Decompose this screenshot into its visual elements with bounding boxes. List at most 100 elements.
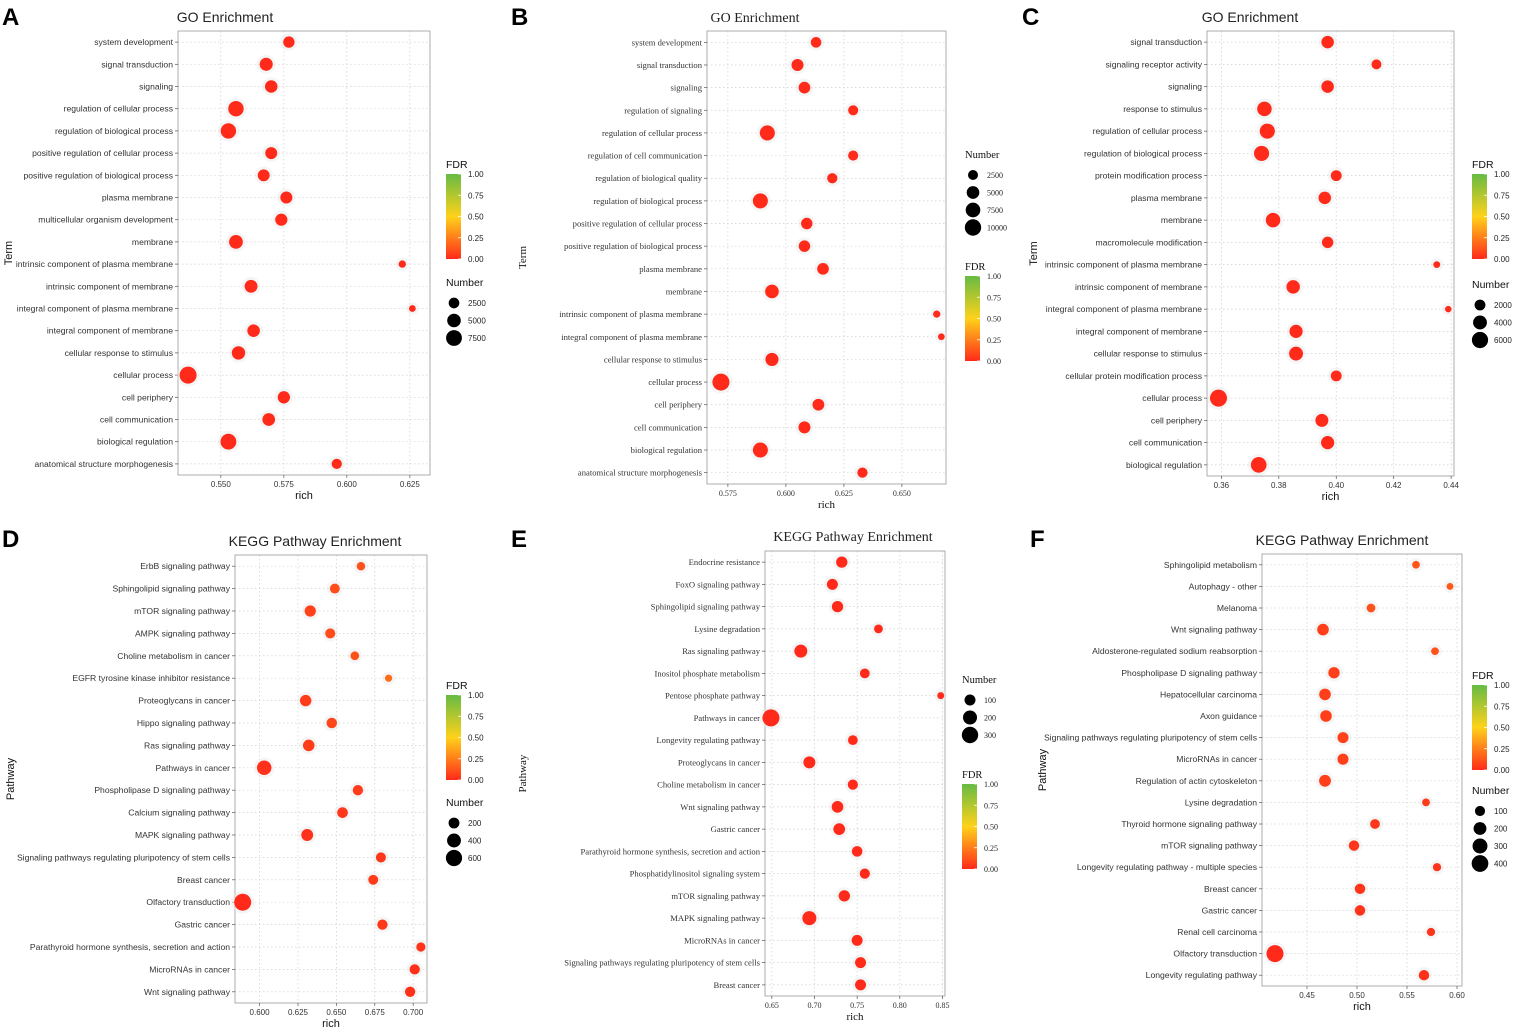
panel-letter: B	[511, 4, 528, 31]
size-key	[1474, 805, 1486, 817]
data-point	[759, 125, 775, 141]
y-tick-label: cellular process	[1142, 393, 1202, 403]
data-point	[798, 421, 811, 434]
x-tick-label: 0.600	[777, 489, 795, 498]
size-key	[961, 726, 979, 744]
data-point	[855, 979, 867, 991]
data-points	[176, 33, 419, 473]
y-tick-label: MicroRNAs in cancer	[1176, 754, 1257, 764]
x-tick-label: 0.50	[1349, 991, 1365, 1000]
x-tick-label: 0.60	[1449, 991, 1465, 1000]
data-point	[1315, 413, 1329, 427]
colorbar-label: 0.00	[1494, 255, 1510, 264]
data-point	[275, 213, 288, 226]
data-point	[1289, 324, 1303, 338]
data-point	[802, 911, 817, 926]
y-tick-label: Breast cancer	[177, 875, 230, 885]
y-tick-label: Lysine degradation	[694, 624, 760, 634]
x-axis-label: rich	[846, 1011, 864, 1023]
y-tick-label: EGFR tyrosine kinase inhibitor resistanc…	[72, 673, 230, 683]
colorbar-label: 0.50	[468, 734, 484, 743]
x-tick-label: 0.70	[807, 1001, 821, 1010]
y-tick-label: Signaling pathways regulating pluripoten…	[564, 958, 760, 968]
y-tick-label: Wnt signaling pathway	[1171, 625, 1258, 635]
x-axis-label: rich	[1322, 491, 1340, 503]
y-tick-label: Thyroid hormone signaling pathway	[1121, 819, 1257, 829]
colorbar-label: 0.25	[468, 234, 484, 243]
x-tick-label: 0.55	[1399, 991, 1415, 1000]
size-label: 600	[468, 854, 482, 863]
data-point	[1354, 905, 1366, 916]
legend-number: Number 2000 4000 6000	[1471, 279, 1512, 349]
data-point	[350, 651, 360, 661]
data-point	[831, 801, 844, 813]
data-points	[1263, 557, 1457, 984]
data-point	[1445, 305, 1452, 313]
size-key	[1471, 331, 1489, 349]
y-tick-label: positive regulation of cellular process	[573, 219, 703, 229]
x-tick-label: 0.575	[719, 489, 737, 498]
data-point	[409, 964, 420, 975]
y-tick-label: Longevity regulating pathway - multiple …	[1077, 862, 1257, 872]
size-label: 300	[984, 731, 996, 740]
data-point	[812, 398, 825, 411]
data-point	[826, 578, 838, 590]
x-tick-label: 0.650	[893, 489, 911, 498]
y-tick-label: Wnt signaling pathway	[680, 802, 760, 812]
plot-frame	[764, 550, 946, 997]
y-tick-label: MAPK signaling pathway	[135, 830, 231, 840]
data-point	[220, 433, 237, 450]
panel-d: D KEGG Pathway Enrichment ErbB signaling p…	[2, 526, 484, 1030]
legend-title: Number	[1472, 785, 1510, 797]
panel-letter: D	[2, 526, 19, 553]
data-point	[857, 467, 868, 478]
size-key	[1473, 315, 1487, 330]
y-tick-label: Lysine degradation	[1185, 797, 1258, 807]
size-label: 200	[468, 819, 482, 828]
legend-title: Number	[965, 150, 1000, 161]
data-point	[817, 262, 829, 275]
y-tick-label: anatomical structure morphogenesis	[578, 468, 703, 478]
colorbar-label: 0.00	[468, 776, 484, 785]
data-point	[231, 346, 246, 360]
data-point	[1321, 80, 1334, 93]
size-label: 200	[984, 714, 996, 723]
plot-frame	[1206, 30, 1455, 477]
legend-title: FDR	[1472, 670, 1494, 682]
data-point	[933, 310, 941, 318]
y-tick-label: signaling receptor activity	[1106, 59, 1203, 69]
y-tick-label: intrinsic component of membrane	[46, 281, 173, 291]
y-tick-label: cell periphery	[122, 392, 174, 402]
fdr-colorbar	[446, 695, 461, 780]
y-tick-label: biological regulation	[1126, 460, 1202, 470]
legend-title: Number	[962, 675, 997, 686]
y-tick-label: macromolecule modification	[1095, 237, 1202, 247]
size-key	[1472, 838, 1488, 854]
data-point	[1321, 35, 1334, 49]
grid	[707, 31, 946, 484]
plot-frame	[234, 554, 428, 1004]
panel-letter: C	[1022, 4, 1039, 31]
colorbar-label: 0.25	[987, 336, 1001, 345]
data-point	[1265, 212, 1281, 228]
data-point	[874, 624, 883, 634]
y-axis-label: Term	[517, 246, 529, 269]
chart-title: GO Enrichment	[710, 11, 799, 26]
data-point	[1330, 170, 1342, 182]
data-point	[801, 217, 813, 230]
data-point	[1354, 883, 1366, 895]
size-key	[447, 313, 461, 328]
data-point	[257, 169, 270, 182]
y-tick-label: ErbB signaling pathway	[140, 561, 231, 571]
legend-number: Number 100 200 300 400	[1471, 785, 1510, 872]
x-tick-label: 0.575	[274, 480, 295, 489]
data-point	[1259, 123, 1275, 139]
y-tick-label: positive regulation of cellular process	[32, 148, 173, 158]
y-axis-label: Term	[1028, 241, 1040, 265]
data-point	[416, 942, 426, 952]
data-point	[247, 324, 260, 337]
